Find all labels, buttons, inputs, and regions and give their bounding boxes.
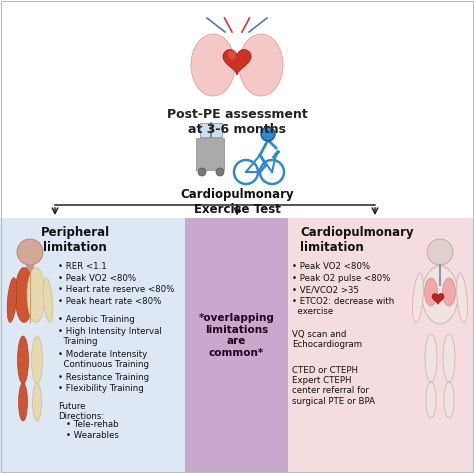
Ellipse shape — [15, 268, 33, 323]
Text: • High Intensity Interval
  Training: • High Intensity Interval Training — [58, 326, 162, 346]
Text: • Wearables: • Wearables — [66, 431, 119, 440]
Ellipse shape — [31, 336, 43, 384]
Text: Future
Directions:: Future Directions: — [58, 402, 104, 421]
Text: *overlapping
limitations
are
common*: *overlapping limitations are common* — [199, 313, 274, 358]
Ellipse shape — [228, 50, 236, 60]
Ellipse shape — [426, 382, 436, 418]
Ellipse shape — [412, 273, 423, 323]
Text: Peripheral
limitation: Peripheral limitation — [40, 226, 109, 254]
Text: • Heart rate reserve <80%: • Heart rate reserve <80% — [58, 285, 174, 294]
Text: • Peak VO2 <80%: • Peak VO2 <80% — [58, 273, 136, 282]
Text: • VE/VCO2 >35: • VE/VCO2 >35 — [292, 285, 359, 294]
Bar — [26, 265, 34, 275]
Ellipse shape — [191, 34, 235, 96]
Ellipse shape — [443, 334, 455, 382]
Bar — [286, 218, 474, 473]
Circle shape — [17, 239, 43, 265]
Text: Cardiopulmonary
Exercise Test: Cardiopulmonary Exercise Test — [180, 188, 294, 216]
Bar — [196, 138, 224, 170]
Text: Cardiopulmonary
limitation: Cardiopulmonary limitation — [300, 226, 414, 254]
Ellipse shape — [18, 383, 27, 421]
Text: • Tele-rehab: • Tele-rehab — [66, 420, 118, 429]
Bar — [0, 218, 187, 473]
Text: • Peak VO2 <80%: • Peak VO2 <80% — [292, 262, 370, 271]
Ellipse shape — [18, 336, 28, 384]
Ellipse shape — [33, 383, 42, 421]
Circle shape — [216, 168, 224, 176]
Ellipse shape — [456, 273, 467, 323]
Circle shape — [261, 127, 275, 141]
Bar — [185, 218, 288, 473]
Text: • Peak O2 pulse <80%: • Peak O2 pulse <80% — [292, 273, 391, 282]
Ellipse shape — [444, 382, 454, 418]
Ellipse shape — [425, 334, 437, 382]
Ellipse shape — [7, 278, 17, 323]
Ellipse shape — [27, 268, 45, 323]
Text: CTED or CTEPH
Expert CTEPH
center referral for
surgical PTE or BPA: CTED or CTEPH Expert CTEPH center referr… — [292, 366, 375, 406]
Bar — [436, 265, 444, 275]
Text: VQ scan and
Echocardiogram: VQ scan and Echocardiogram — [292, 330, 362, 349]
Ellipse shape — [422, 266, 458, 324]
Ellipse shape — [425, 278, 438, 306]
Text: • Moderate Intensity
  Continuous Training: • Moderate Intensity Continuous Training — [58, 350, 149, 369]
Text: • RER <1.1: • RER <1.1 — [58, 262, 107, 271]
Text: • Aerobic Training: • Aerobic Training — [58, 315, 135, 324]
Circle shape — [198, 168, 206, 176]
Text: Post-PE assessment
at 3-6 months: Post-PE assessment at 3-6 months — [167, 108, 307, 136]
Polygon shape — [223, 50, 251, 75]
Ellipse shape — [43, 278, 53, 323]
Circle shape — [427, 239, 453, 265]
Text: • ETCO2: decrease with
  exercise: • ETCO2: decrease with exercise — [292, 297, 394, 316]
Polygon shape — [432, 294, 444, 304]
Text: • Peak heart rate <80%: • Peak heart rate <80% — [58, 297, 161, 306]
Ellipse shape — [443, 278, 456, 306]
Bar — [200, 123, 222, 137]
Text: • Resistance Training: • Resistance Training — [58, 373, 149, 382]
Text: • Flexibility Training: • Flexibility Training — [58, 384, 144, 393]
Ellipse shape — [239, 34, 283, 96]
